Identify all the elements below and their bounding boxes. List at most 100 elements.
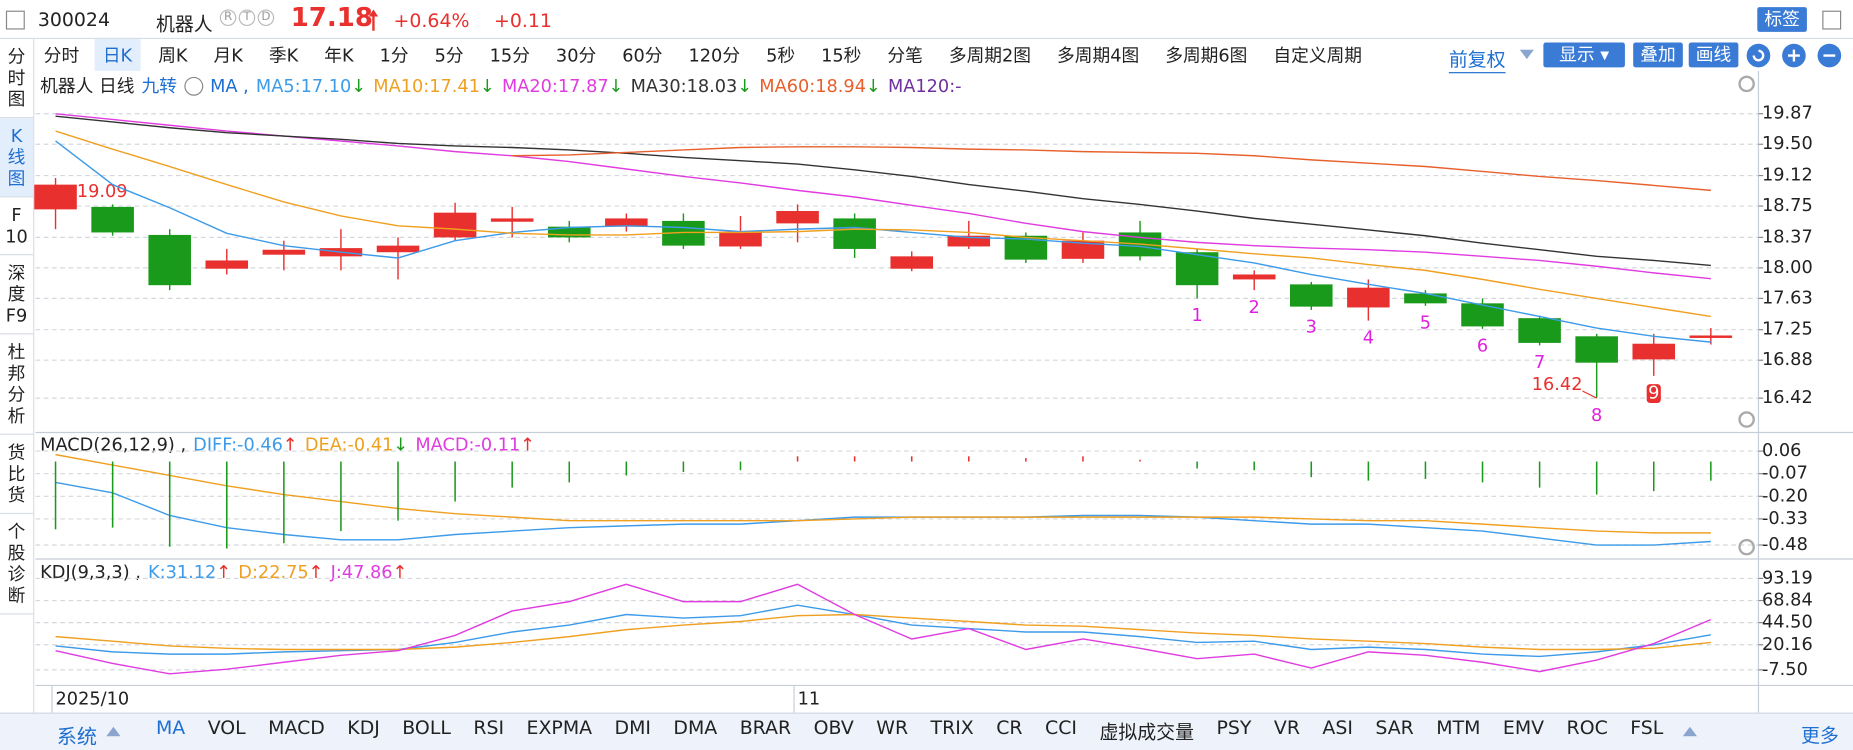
indicator-tab[interactable]: RSI — [473, 716, 505, 739]
draw-button[interactable]: 画线 — [1688, 42, 1739, 68]
legend-trend: ↓ — [351, 75, 367, 97]
side-tab-text: 时 — [7, 67, 26, 89]
side-tab[interactable]: 货比货 — [0, 435, 34, 515]
legend-title: KDJ(9,3,3) , — [40, 561, 141, 583]
indicator-tab[interactable]: DMA — [673, 716, 718, 739]
indicator-tab[interactable]: ROC — [1566, 716, 1608, 739]
y-tick-label: 18.00 — [1762, 258, 1813, 278]
adjust-select[interactable]: 前复权 — [1448, 44, 1506, 74]
indicator-tab[interactable]: BRAR — [739, 716, 792, 739]
indicator-tab[interactable]: OBV — [813, 716, 854, 739]
indicator-tab[interactable]: WR — [876, 716, 909, 739]
window-icon[interactable] — [1822, 10, 1842, 30]
indicator-tab[interactable]: VOL — [207, 716, 246, 739]
indicator-tab[interactable]: MA — [155, 716, 186, 739]
more-tab[interactable]: 更多 — [1801, 724, 1839, 747]
indicator-tab[interactable]: TRIX — [930, 716, 974, 739]
candle-body — [1175, 252, 1219, 286]
period-tab[interactable]: 多周期4图 — [1057, 44, 1140, 66]
candle-body — [490, 218, 534, 222]
indicator-tab[interactable]: EXPMA — [526, 716, 593, 739]
candle-body — [776, 211, 819, 224]
legend-label: MA60:18.94 — [759, 75, 866, 97]
candle-body — [262, 249, 306, 255]
legend-item: MA120:- — [888, 75, 962, 96]
period-tab[interactable]: 120分 — [688, 44, 741, 66]
indicator-tab[interactable]: CCI — [1045, 716, 1078, 739]
legend-label: DIFF:-0.46 — [193, 433, 283, 455]
series-line — [55, 130, 1711, 318]
legend-title: 机器人 日线 — [40, 75, 135, 97]
legend-item: MA5:17.10↓ — [256, 75, 366, 96]
indicator-tab[interactable]: SAR — [1375, 716, 1414, 739]
period-tab[interactable]: 日K — [94, 38, 141, 71]
side-tab[interactable]: F 10 — [0, 197, 34, 256]
legend-label: K:31.12 — [147, 561, 217, 583]
legend-item: MA60:18.94↓ — [759, 75, 881, 96]
candle-body — [1232, 274, 1276, 280]
stock-code: 300024 — [37, 8, 110, 31]
indicator-tab[interactable]: MACD — [268, 716, 325, 739]
kdj-legend: KDJ(9,3,3) , K:31.12↑ D:22.75↑ J:47.86↑ — [40, 561, 407, 582]
min-pointer — [1582, 390, 1597, 399]
period-tab[interactable]: 15秒 — [821, 44, 862, 66]
indicator-tab[interactable]: PSY — [1216, 716, 1252, 739]
indicator-tab[interactable]: CR — [996, 716, 1023, 739]
indicator-tab[interactable]: DMI — [614, 716, 651, 739]
series-line — [512, 146, 1711, 192]
indicator-tab[interactable]: 虚拟成交量 — [1099, 720, 1195, 744]
side-tab-text: 杜 — [7, 341, 26, 363]
legend-item: D:22.75↑ — [238, 561, 323, 582]
period-tab[interactable]: 60分 — [622, 44, 663, 66]
show-button[interactable]: 显示 ▾ — [1543, 42, 1625, 68]
nine-turn-label: 2 — [1249, 298, 1260, 318]
period-tab[interactable]: 1分 — [379, 44, 409, 66]
period-tab[interactable]: 年K — [324, 44, 354, 66]
legend-overlay: MA , — [210, 75, 249, 97]
settings-icon — [1738, 411, 1755, 428]
menu-icon[interactable] — [5, 10, 25, 30]
y-tick-label: 44.50 — [1762, 613, 1813, 633]
period-tab[interactable]: 季K — [268, 44, 299, 66]
y-tick-label: 20.16 — [1762, 635, 1813, 655]
indicator-tab[interactable]: EMV — [1502, 716, 1545, 739]
badge: T — [238, 9, 256, 26]
candle-body — [1518, 318, 1561, 343]
legend-label: MA20:17.87 — [501, 75, 609, 97]
period-tab[interactable]: 自定义周期 — [1273, 44, 1363, 66]
refresh-button[interactable] — [1746, 43, 1771, 68]
indicator-tab[interactable]: KDJ — [347, 716, 380, 739]
indicator-tab[interactable]: BOLL — [402, 716, 451, 739]
period-tab[interactable]: 月K — [213, 44, 243, 66]
legend-indicator[interactable]: 九转 — [141, 75, 178, 97]
period-tab[interactable]: 分笔 — [887, 44, 923, 66]
overlay-button[interactable]: 叠加 — [1633, 42, 1683, 68]
period-tab[interactable]: 多周期6图 — [1165, 44, 1248, 66]
side-tab[interactable]: 个股诊断 — [0, 514, 34, 615]
period-tab[interactable]: 15分 — [489, 44, 530, 66]
legend-trend: ↓ — [737, 75, 753, 97]
indicator-tab[interactable]: MTM — [1436, 716, 1481, 739]
side-tab[interactable]: 杜邦分析 — [0, 334, 34, 435]
period-tab[interactable]: 分时 — [43, 44, 80, 66]
period-tab[interactable]: 多周期2图 — [948, 44, 1032, 66]
candle-body — [719, 231, 762, 247]
system-tab[interactable]: 系统 — [56, 725, 97, 750]
legend-item: MA30:18.03↓ — [631, 75, 753, 96]
side-tab-text: 货 — [7, 441, 26, 464]
period-tab[interactable]: 周K — [158, 44, 188, 66]
indicator-tab[interactable]: VR — [1273, 716, 1300, 739]
y-tick-label: 16.88 — [1762, 350, 1813, 370]
period-tab[interactable]: 5分 — [434, 44, 464, 66]
side-tab[interactable]: 深度 F9 — [0, 255, 34, 335]
period-tab[interactable]: 30分 — [555, 44, 597, 66]
indicator-tab[interactable]: ASI — [1322, 716, 1353, 739]
candle-body — [1575, 336, 1618, 363]
tag-button[interactable]: 标签 — [1757, 7, 1807, 32]
period-tab[interactable]: 5秒 — [766, 44, 796, 66]
indicator-tab[interactable]: FSL — [1630, 716, 1664, 739]
side-tab[interactable]: 分时图 — [0, 39, 34, 119]
legend-trend: ↑ — [216, 561, 232, 583]
